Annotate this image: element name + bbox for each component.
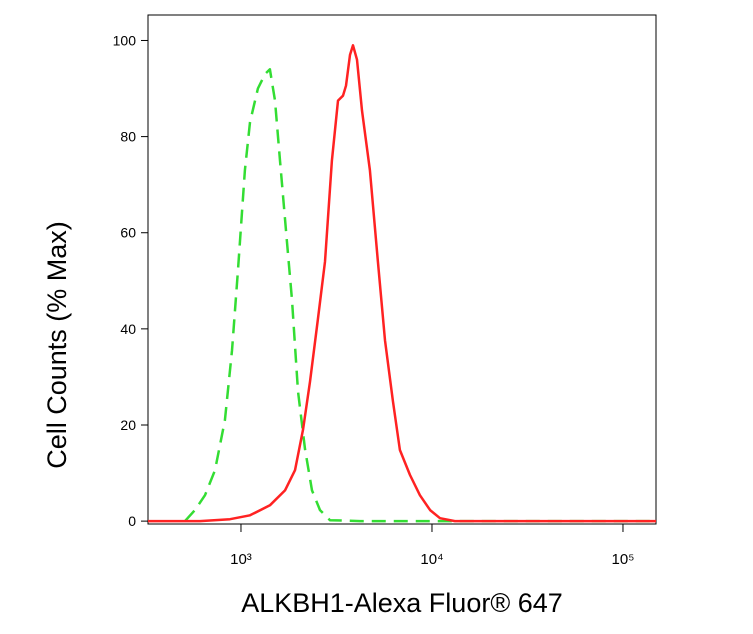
- x-tick-label: 10⁴: [420, 551, 443, 568]
- y-tick-label: 60: [120, 225, 136, 241]
- x-tick-label: 10⁵: [612, 551, 635, 568]
- series-line: [184, 68, 656, 523]
- y-tick-label: 80: [120, 129, 136, 145]
- y-tick-label: 100: [113, 32, 137, 48]
- y-axis-label: Cell Counts (% Max): [42, 221, 72, 469]
- x-tick-label: 10³: [230, 551, 252, 568]
- plot-frame: [147, 14, 657, 525]
- y-tick-label: 0: [128, 513, 136, 529]
- x-axis-label: ALKBH1-Alexa Fluor® 647: [241, 588, 563, 618]
- y-tick-label: 20: [120, 417, 136, 433]
- series-line: [148, 44, 656, 523]
- y-tick-label: 40: [120, 321, 136, 337]
